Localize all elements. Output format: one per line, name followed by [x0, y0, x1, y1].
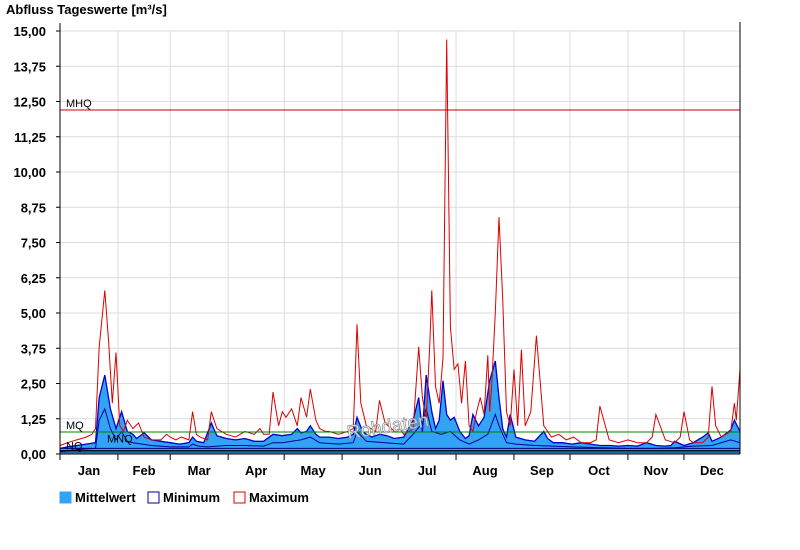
x-axis-ticks: Jan Feb Mar Apr May Jun Jul Aug Sep Oct Nov Dec — [59, 454, 724, 478]
legend-label-maximum: Maximum — [249, 490, 309, 505]
reference-label-mhq: MHQ — [66, 98, 92, 110]
axes — [59, 22, 741, 455]
plot-area — [59, 39, 741, 454]
y-tick-label: 5,00 — [21, 306, 46, 321]
x-tick-label: Oct — [588, 463, 610, 478]
x-tick-label: Nov — [644, 463, 669, 478]
y-tick-label: 2,50 — [21, 377, 46, 392]
legend-swatch-maximum — [233, 491, 246, 504]
y-tick-label: 6,25 — [21, 271, 46, 286]
x-tick-label: Aug — [472, 463, 497, 478]
x-tick-label: Jan — [78, 463, 100, 478]
y-tick-label: 12,50 — [13, 95, 46, 110]
y-axis-ticks: 15,00 13,75 12,50 11,25 10,00 8,75 7,50 6,25 5,0… — [13, 24, 60, 462]
reference-label-mnq: MNQ — [107, 433, 133, 445]
legend-swatch-minimum — [147, 491, 160, 504]
y-tick-label: 7,50 — [21, 236, 46, 251]
series-maximum-line — [59, 39, 741, 446]
x-tick-label: May — [300, 463, 326, 478]
legend-label-mittelwert: Mittelwert — [75, 490, 136, 505]
y-tick-label: 3,75 — [21, 341, 46, 356]
x-tick-label: Jun — [359, 463, 382, 478]
y-tick-label: 0,00 — [21, 447, 46, 462]
y-tick-label: 13,75 — [13, 59, 46, 74]
series-mittelwert-line — [59, 360, 741, 450]
grid — [60, 30, 740, 454]
y-tick-label: 1,25 — [21, 412, 46, 427]
legend-label-minimum: Minimum — [163, 490, 220, 505]
x-tick-label: Sep — [530, 463, 554, 478]
y-tick-label: 15,00 — [13, 24, 46, 39]
legend: Mittelwert Minimum Maximum — [59, 490, 309, 505]
reference-label-nq: NQ — [66, 441, 83, 453]
series-mittelwert-area — [60, 360, 740, 454]
legend-swatch-mittelwert — [59, 491, 72, 504]
reference-lines: MHQ MQ NQ MNQ — [60, 98, 740, 453]
x-tick-label: Mar — [188, 463, 211, 478]
x-tick-label: Dec — [700, 463, 724, 478]
chart-title: Abfluss Tageswerte [m³/s] — [6, 2, 167, 17]
x-tick-label: Apr — [245, 463, 267, 478]
series-minimum-line — [59, 406, 741, 452]
y-tick-label: 11,25 — [14, 130, 46, 145]
y-tick-label: 10,00 — [13, 165, 46, 180]
reference-label-mq: MQ — [66, 420, 84, 432]
x-tick-label: Feb — [133, 463, 156, 478]
x-tick-label: Jul — [418, 463, 437, 478]
y-tick-label: 8,75 — [21, 200, 46, 215]
